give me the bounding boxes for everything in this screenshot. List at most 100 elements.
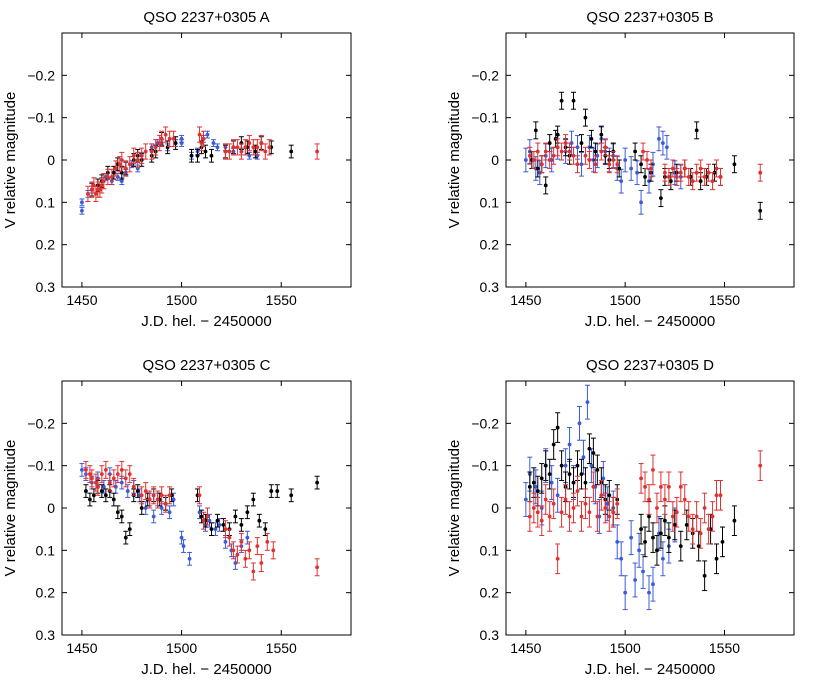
y-tick-label: −0.1 [471,458,499,474]
data-point [543,484,549,515]
data-point [119,509,125,524]
data-point [115,505,121,520]
data-point [551,488,557,520]
data-point [95,477,101,496]
data-point [658,471,664,503]
data-marker [227,149,232,154]
data-marker [615,501,620,506]
data-marker [239,149,244,154]
data-marker [571,153,576,158]
data-point [246,541,252,560]
data-point [690,172,696,191]
data-marker [213,527,218,532]
data-marker [105,175,110,179]
data-marker [607,514,612,519]
data-point [210,139,216,147]
data-point [648,159,654,178]
data-marker [135,158,140,162]
data-marker [233,514,238,519]
data-marker [615,162,620,167]
data-marker [710,514,715,519]
data-marker [245,535,250,540]
data-point [694,163,700,182]
data-marker [619,179,624,184]
data-marker [231,145,236,150]
data-point [702,492,708,524]
data-point [606,155,612,174]
data-point [594,501,600,532]
data-marker [710,179,715,184]
data-marker [651,468,655,472]
data-point [543,142,549,161]
data-point [588,129,594,148]
x-axis-label: J.D. hel. − 2450000 [585,313,716,330]
data-marker [666,175,671,179]
data-marker [666,535,671,540]
data-marker [571,506,576,510]
data-marker [101,179,106,184]
data-point [555,543,561,575]
data-point [531,492,537,524]
data-marker [714,493,719,498]
data-point [622,147,628,173]
data-point [646,575,652,611]
data-point [563,134,569,153]
data-marker [551,501,556,506]
data-marker [179,141,184,145]
data-marker [203,149,208,154]
data-point [757,450,763,481]
data-marker [579,162,584,167]
data-marker [583,480,588,485]
data-marker [315,480,320,485]
data-marker [139,153,144,158]
data-point [575,475,581,507]
data-point [163,126,169,143]
data-point [234,139,240,156]
data-marker [223,149,228,154]
data-point [270,541,276,560]
data-point [654,535,660,566]
y-tick-label: 0.2 [480,585,500,601]
y-tick-label: 0.2 [36,585,56,601]
data-marker [555,425,560,430]
data-point [107,473,113,492]
data-marker [559,98,564,103]
data-marker [86,191,90,196]
data-marker [127,162,132,167]
data-point [143,482,149,501]
data-marker [694,128,699,133]
data-point [578,151,584,177]
data-point [250,492,256,507]
data-marker [267,145,272,150]
data-point [614,488,620,520]
data-marker [706,527,711,532]
data-marker [113,166,118,171]
data-point [666,522,672,553]
data-point [718,167,724,186]
data-point [719,526,725,558]
data-point [99,484,105,498]
data-point [632,562,638,598]
data-point [523,482,529,517]
data-marker [159,136,164,141]
data-marker [239,539,244,544]
series-blue [79,463,250,570]
data-point [656,126,662,152]
data-point [232,509,238,524]
data-point [575,155,581,174]
x-tick-label: 1500 [166,640,197,656]
data-point [610,496,616,528]
panel-2: 1450 1500 1550 −0.2 −0.1 0 0.1 0.2 0.3 QSO 2237+0… [446,9,795,330]
data-marker [243,556,248,561]
data-point [127,522,133,537]
data-point [149,143,155,160]
data-point [163,494,169,513]
series-red [527,134,763,191]
data-point [714,159,720,178]
data-marker [589,136,594,141]
x-axis-label: J.D. hel. − 2450000 [585,661,716,678]
data-point [618,541,624,577]
data-point [101,173,107,190]
data-marker [670,166,675,171]
data-marker [159,493,164,498]
